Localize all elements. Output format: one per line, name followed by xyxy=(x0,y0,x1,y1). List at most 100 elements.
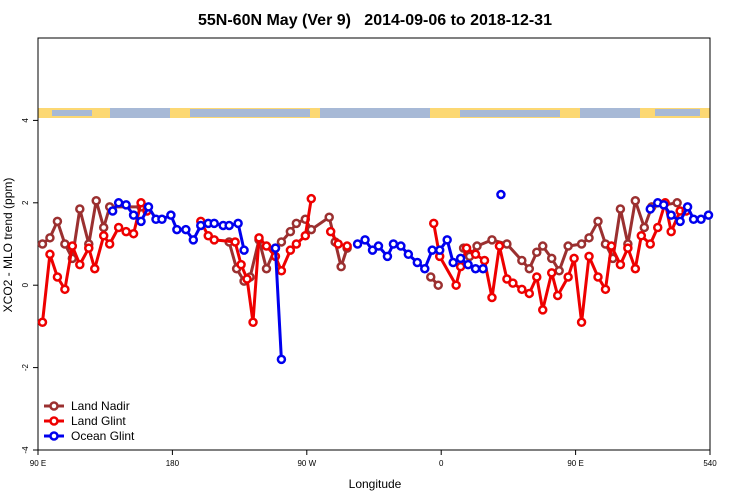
y-axis-label: XCO2 - MLO trend (ppm) xyxy=(1,178,15,313)
data-point xyxy=(615,204,626,214)
data-point xyxy=(324,212,334,222)
data-point xyxy=(470,263,481,274)
data-point xyxy=(546,253,557,264)
data-point xyxy=(442,235,452,245)
data-point xyxy=(196,220,206,231)
data-point xyxy=(584,251,594,262)
x-axis-label: Longitude xyxy=(349,477,402,491)
data-point xyxy=(333,239,343,249)
y-tick-label: -2 xyxy=(21,363,30,371)
data-point xyxy=(45,249,55,260)
data-point xyxy=(60,284,70,295)
data-point xyxy=(461,243,472,253)
data-point xyxy=(478,263,488,274)
data-point xyxy=(276,237,287,247)
legend-marker xyxy=(49,431,59,441)
data-point xyxy=(91,195,101,206)
data-point xyxy=(517,255,527,266)
data-point xyxy=(291,239,302,249)
chart-title: 55N-60N May (Ver 9) 2014-09-06 to 2018-1… xyxy=(198,12,552,29)
x-tick-label: 90 E xyxy=(30,459,46,468)
data-point xyxy=(360,235,370,245)
data-point xyxy=(382,251,393,262)
data-point xyxy=(233,218,243,229)
data-point xyxy=(428,218,439,229)
data-point xyxy=(113,198,124,208)
data-point xyxy=(276,354,287,365)
data-point xyxy=(107,206,118,216)
data-point xyxy=(89,263,100,274)
data-point xyxy=(45,233,55,243)
data-point xyxy=(600,284,611,295)
data-point xyxy=(136,216,146,227)
data-point xyxy=(502,274,512,284)
data-point xyxy=(276,266,287,276)
x-tick-label: 90 W xyxy=(297,459,316,468)
data-point xyxy=(203,231,213,241)
data-point xyxy=(517,284,527,295)
x-tick-label: 0 xyxy=(439,459,444,468)
data-point xyxy=(37,239,48,249)
map-strip xyxy=(38,108,710,118)
data-point xyxy=(470,249,481,260)
data-point xyxy=(236,259,246,270)
data-point xyxy=(104,239,115,249)
data-point xyxy=(248,317,258,328)
data-point xyxy=(479,255,490,266)
data-point xyxy=(121,200,131,210)
data-point xyxy=(472,241,482,251)
data-point xyxy=(636,231,647,241)
data-point xyxy=(157,214,167,225)
data-point xyxy=(606,241,617,251)
data-point xyxy=(658,200,669,210)
data-point xyxy=(121,226,131,237)
data-point xyxy=(412,257,423,268)
data-point xyxy=(496,189,506,200)
data-point xyxy=(645,204,656,214)
data-point xyxy=(98,222,109,233)
data-point xyxy=(270,243,281,253)
data-point xyxy=(563,272,573,282)
data-point xyxy=(696,214,706,225)
legend-item: Land Nadir xyxy=(44,399,130,413)
data-point xyxy=(325,226,336,237)
data-point xyxy=(584,233,594,243)
legend-item: Ocean Glint xyxy=(44,429,135,443)
data-point xyxy=(60,239,70,249)
data-point xyxy=(666,210,676,220)
data-point xyxy=(537,241,548,251)
data-point xyxy=(639,222,650,233)
data-point xyxy=(434,245,445,255)
data-point xyxy=(552,290,563,301)
data-point xyxy=(261,241,272,251)
data-point xyxy=(532,247,542,257)
data-point xyxy=(672,198,682,208)
data-point xyxy=(524,288,535,299)
data-point xyxy=(352,239,363,249)
data-point xyxy=(451,280,461,290)
legend-marker xyxy=(49,401,59,411)
data-point xyxy=(52,272,63,282)
data-point xyxy=(342,241,352,251)
data-point xyxy=(136,198,146,208)
data-point xyxy=(569,253,579,264)
data-point xyxy=(285,226,296,237)
data-point xyxy=(615,259,626,270)
data-point xyxy=(630,195,641,206)
data-point xyxy=(420,263,430,274)
data-point xyxy=(433,280,443,290)
data-point xyxy=(306,224,317,235)
data-point xyxy=(532,272,542,282)
data-point xyxy=(675,216,685,227)
data-point xyxy=(224,220,234,231)
data-point xyxy=(209,235,219,245)
data-point xyxy=(537,305,548,315)
data-point xyxy=(425,272,436,282)
data-point xyxy=(455,261,466,272)
data-point xyxy=(593,216,603,227)
data-point xyxy=(688,214,699,225)
data-point xyxy=(75,204,85,214)
data-point xyxy=(563,241,573,251)
legend-label: Ocean Glint xyxy=(71,429,135,443)
data-point xyxy=(593,272,603,282)
